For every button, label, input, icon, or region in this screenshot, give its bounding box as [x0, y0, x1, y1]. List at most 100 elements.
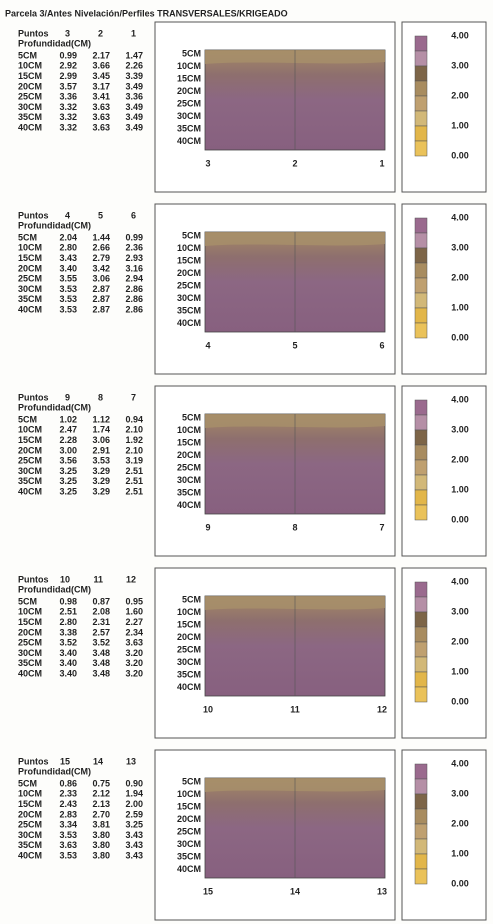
legend-label: 2.00: [451, 454, 469, 464]
point-number: 8: [98, 392, 103, 402]
cell-value: 3.57: [59, 81, 77, 91]
y-axis-label: 15CM: [177, 619, 201, 629]
y-axis-label: 15CM: [177, 73, 201, 83]
legend-frame: [401, 567, 487, 739]
cell-value: 2.51: [125, 466, 143, 476]
cell-value: 3.53: [59, 294, 77, 304]
row-depth: 5CM: [18, 414, 37, 424]
legend-swatch: [414, 474, 428, 491]
cell-value: 2.31: [92, 617, 110, 627]
cell-value: 3.32: [59, 112, 77, 122]
row-depth: 20CM: [18, 809, 42, 819]
y-axis-label: 10CM: [177, 789, 201, 799]
point-number: 7: [131, 392, 136, 402]
legend-swatch: [414, 793, 428, 810]
x-axis-label: 3: [205, 158, 210, 168]
cell-value: 3.36: [59, 92, 77, 102]
depth-label: Profundidad(CM): [18, 402, 91, 412]
cell-value: 3.49: [125, 102, 143, 112]
legend-swatch: [414, 823, 428, 840]
row-depth: 10CM: [18, 243, 42, 253]
x-axis-label: 13: [377, 886, 387, 896]
cell-value: 2.87: [92, 284, 110, 294]
y-axis-label: 30CM: [177, 111, 201, 121]
legend-swatch: [414, 489, 428, 506]
cell-value: 2.80: [59, 617, 77, 627]
legend-swatch: [414, 140, 428, 157]
cell-value: 2.28: [59, 435, 77, 445]
x-axis-label: 11: [290, 704, 300, 714]
cell-value: 2.87: [92, 294, 110, 304]
x-axis-label: 4: [205, 340, 210, 350]
y-axis-label: 10CM: [177, 61, 201, 71]
y-axis-label: 40CM: [177, 136, 201, 146]
point-number: 3: [65, 28, 70, 38]
cell-value: 1.47: [125, 50, 143, 60]
legend-frame: [401, 21, 487, 193]
cell-value: 3.06: [92, 435, 110, 445]
legend-swatch: [414, 868, 428, 885]
row-depth: 15CM: [18, 71, 42, 81]
y-axis-label: 20CM: [177, 86, 201, 96]
y-axis-label: 5CM: [182, 776, 201, 786]
legend-swatch: [414, 656, 428, 673]
cell-value: 0.95: [125, 596, 143, 606]
cell-value: 3.17: [92, 81, 110, 91]
legend-label: 1.00: [451, 120, 469, 130]
legend-label: 0.00: [451, 514, 469, 524]
cell-value: 2.13: [92, 799, 110, 809]
x-axis-label: 5: [292, 340, 297, 350]
row-depth: 5CM: [18, 596, 37, 606]
x-axis-label: 1: [379, 158, 384, 168]
cell-value: 3.80: [92, 850, 110, 860]
cell-value: 1.60: [125, 607, 143, 617]
cell-value: 3.63: [125, 638, 143, 648]
legend-swatch: [414, 611, 428, 628]
points-label: Puntos: [18, 392, 49, 402]
cell-value: 3.43: [125, 830, 143, 840]
cell-value: 2.59: [125, 809, 143, 819]
cell-value: 3.29: [92, 466, 110, 476]
cell-value: 2.34: [125, 627, 143, 637]
point-number: 5: [98, 210, 103, 220]
y-axis-label: 10CM: [177, 243, 201, 253]
row-depth: 40CM: [18, 850, 42, 860]
y-axis-label: 40CM: [177, 864, 201, 874]
cell-value: 3.25: [125, 820, 143, 830]
legend-label: 2.00: [451, 90, 469, 100]
cell-value: 2.08: [92, 607, 110, 617]
row-depth: 20CM: [18, 81, 42, 91]
cell-value: 3.56: [59, 456, 77, 466]
cell-value: 3.20: [125, 668, 143, 678]
legend-swatch: [414, 853, 428, 870]
row-depth: 40CM: [18, 304, 42, 314]
cell-value: 2.93: [125, 253, 143, 263]
cell-value: 3.32: [59, 102, 77, 112]
row-depth: 40CM: [18, 486, 42, 496]
cell-value: 2.04: [59, 232, 77, 242]
y-axis-label: 30CM: [177, 657, 201, 667]
cell-value: 3.42: [92, 263, 110, 273]
legend-label: 3.00: [451, 424, 469, 434]
cell-value: 2.36: [125, 243, 143, 253]
cell-value: 3.53: [59, 284, 77, 294]
point-number: 1: [131, 28, 136, 38]
cell-value: 3.53: [59, 850, 77, 860]
legend-swatch: [414, 217, 428, 234]
legend-label: 4.00: [451, 212, 469, 222]
legend-swatch: [414, 778, 428, 795]
row-depth: 10CM: [18, 789, 42, 799]
legend-swatch: [414, 95, 428, 112]
legend-label: 0.00: [451, 150, 469, 160]
cell-value: 3.34: [59, 820, 77, 830]
legend-frame: [401, 203, 487, 375]
depth-label: Profundidad(CM): [18, 220, 91, 230]
legend-label: 0.00: [451, 332, 469, 342]
cell-value: 3.25: [59, 466, 77, 476]
cell-value: 2.10: [125, 445, 143, 455]
cell-value: 3.32: [59, 122, 77, 132]
row-depth: 10CM: [18, 425, 42, 435]
row-depth: 35CM: [18, 112, 42, 122]
legend-swatch: [414, 763, 428, 780]
